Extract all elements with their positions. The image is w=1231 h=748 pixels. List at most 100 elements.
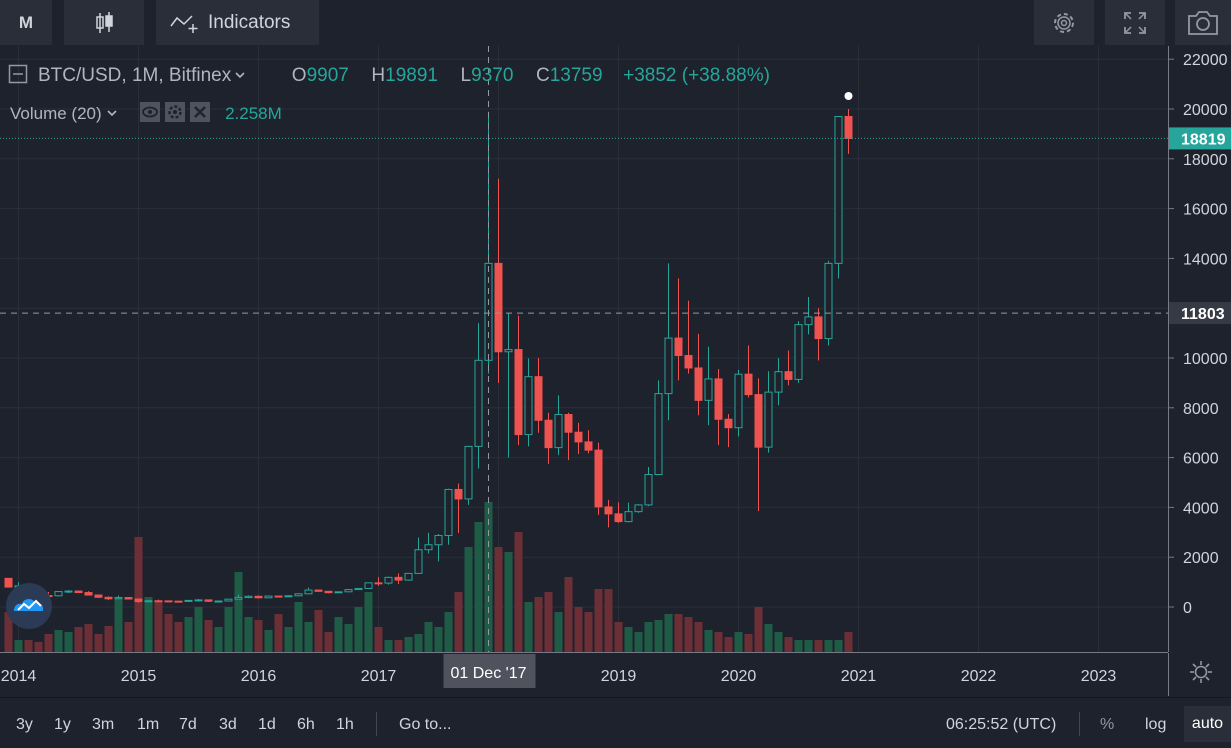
time-scale[interactable]: 2014 2015 2016 2017 2019 2020 2021 2022 2023 01 D…	[0, 653, 1168, 697]
candle-body	[64, 590, 73, 593]
candle-body	[344, 589, 353, 593]
candle-body	[734, 373, 743, 429]
fullscreen-button[interactable]	[1105, 0, 1165, 45]
candle-body	[724, 418, 733, 429]
volume-bar	[714, 632, 723, 652]
candle-body	[194, 599, 203, 602]
volume-bar	[634, 632, 643, 652]
indicators-button[interactable]: Indicators	[156, 0, 319, 45]
candle-body	[114, 597, 123, 600]
settings-button[interactable]	[1034, 0, 1094, 45]
candle-body	[504, 349, 513, 353]
volume-bar	[744, 634, 753, 652]
volume-bar	[374, 627, 383, 652]
chevron-down-icon[interactable]	[107, 102, 117, 122]
price-tick-label: 20000	[1183, 102, 1228, 119]
chevron-down-icon[interactable]	[235, 63, 245, 85]
price-tick-label: 22000	[1183, 52, 1228, 69]
candle-body	[234, 597, 243, 600]
volume-bar	[494, 547, 503, 652]
candle-body	[614, 513, 623, 523]
volume-bar	[74, 627, 83, 652]
auto-scale-button[interactable]: auto	[1184, 706, 1231, 742]
range-1h[interactable]: 1h	[336, 716, 354, 733]
volume-bar	[124, 622, 133, 652]
range-1d[interactable]: 1d	[258, 716, 276, 733]
volume-title[interactable]: Volume (20)	[10, 104, 102, 123]
log-scale-button[interactable]: log	[1145, 716, 1167, 733]
candle-body	[314, 589, 323, 592]
time-tick-label: 2015	[121, 668, 157, 685]
volume-bar	[284, 627, 293, 652]
volume-bar	[574, 607, 583, 652]
camera-icon	[1186, 9, 1220, 37]
price-scale[interactable]: 2200020000180001600014000120001000080006…	[1168, 46, 1231, 652]
crosshair-time-badge	[443, 654, 536, 688]
collapse-legend-icon[interactable]	[8, 64, 28, 90]
volume-bar	[694, 622, 703, 652]
last-price-label: 18819	[1181, 131, 1226, 148]
range-3d[interactable]: 3d	[219, 716, 237, 733]
axis-settings-button[interactable]	[1168, 653, 1231, 696]
volume-bar	[14, 640, 23, 652]
chart-pane[interactable]: BTC/USD, 1M, Bitfinex O9907 H19891 L9370…	[0, 46, 1168, 652]
candle-body	[54, 591, 63, 597]
price-chart[interactable]	[0, 46, 1168, 652]
candle-body	[384, 576, 393, 584]
volume-bar	[214, 627, 223, 652]
high-label: H	[371, 65, 386, 86]
candle-body	[554, 414, 563, 449]
range-3m[interactable]: 3m	[92, 716, 115, 733]
candle-body	[804, 316, 813, 326]
goto-button[interactable]: Go to...	[399, 716, 452, 733]
divider	[376, 712, 377, 736]
candle-body	[474, 359, 483, 447]
range-6h[interactable]: 6h	[297, 716, 315, 733]
clock-label[interactable]: 06:25:52 (UTC)	[946, 716, 1057, 733]
candle-body	[534, 376, 543, 421]
range-1m[interactable]: 1m	[137, 716, 160, 733]
divider	[1079, 712, 1080, 736]
gear-icon[interactable]	[164, 102, 185, 127]
candle-body	[124, 597, 133, 600]
candle-body	[624, 511, 633, 523]
candle-body	[394, 576, 403, 581]
volume-bar	[364, 592, 373, 652]
candle-body	[414, 549, 423, 574]
volume-bar	[564, 577, 573, 652]
price-axis[interactable]: 2200020000180001600014000120001000080006…	[1169, 46, 1231, 652]
candle-body	[4, 577, 13, 588]
volume-bar	[724, 637, 733, 652]
volume-bar	[334, 617, 343, 652]
volume-bar	[394, 640, 403, 652]
candle-body	[654, 393, 663, 476]
close-icon[interactable]	[189, 102, 210, 127]
candle-body	[434, 535, 443, 546]
snapshot-button[interactable]	[1175, 0, 1231, 45]
high-value: 19891	[385, 65, 438, 86]
volume-bar	[154, 602, 163, 652]
volume-bar	[444, 612, 453, 652]
volume-bar	[704, 630, 713, 652]
time-tick-label: 2014	[1, 668, 37, 685]
symbol-title[interactable]: BTC/USD, 1M, Bitfinex	[38, 65, 232, 86]
candle-body	[454, 488, 463, 500]
symbol-legend: BTC/USD, 1M, Bitfinex O9907 H19891 L9370…	[8, 63, 770, 90]
eye-icon[interactable]	[140, 102, 161, 127]
range-3y[interactable]: 3y	[16, 716, 33, 733]
logo-cloud-icon	[6, 598, 52, 633]
range-1y[interactable]: 1y	[54, 716, 71, 733]
chart-type-button[interactable]	[64, 0, 144, 45]
gear-icon	[1049, 8, 1079, 38]
volume-bar	[354, 607, 363, 652]
interval-button[interactable]: M	[0, 0, 52, 45]
volume-bar	[64, 632, 73, 652]
range-7d[interactable]: 7d	[179, 716, 197, 733]
time-tick-label: 2019	[601, 668, 637, 685]
tradingview-logo[interactable]	[6, 583, 52, 629]
volume-bar	[754, 607, 763, 652]
volume-bar	[674, 614, 683, 652]
time-axis[interactable]: 2014 2015 2016 2017 2019 2020 2021 2022 2023 01 D…	[0, 652, 1168, 697]
volume-bar	[474, 522, 483, 652]
percent-scale-button[interactable]: %	[1100, 716, 1115, 733]
